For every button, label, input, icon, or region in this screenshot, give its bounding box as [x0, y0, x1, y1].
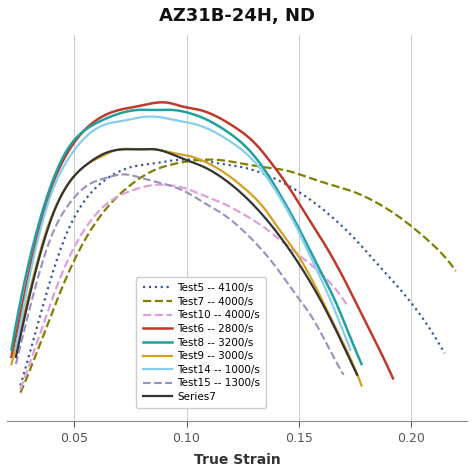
- Test5 -- 4100/s: [69, 220, 74, 226]
- Test7 -- 4000/s: [70, 261, 76, 266]
- Test14 -- 1000/s: [53, 179, 59, 184]
- Series7: [262, 215, 268, 220]
- Test14 -- 1000/s: [255, 163, 261, 169]
- Test9 -- 3000/s: [230, 176, 236, 182]
- Test10 -- 4000/s: [256, 221, 262, 227]
- Line: Test5 -- 4100/s: Test5 -- 4100/s: [20, 159, 445, 385]
- Test15 -- 1300/s: [53, 224, 58, 230]
- Legend: Test5 -- 4100/s, Test7 -- 4000/s, Test10 -- 4000/s, Test6 -- 2800/s, Test8 -- 32: Test5 -- 4100/s, Test7 -- 4000/s, Test10…: [137, 277, 266, 409]
- Test9 -- 3000/s: [359, 383, 365, 388]
- Test6 -- 2800/s: [250, 138, 255, 144]
- Test6 -- 2800/s: [133, 104, 138, 109]
- Test15 -- 1300/s: [252, 239, 258, 245]
- Line: Series7: Series7: [16, 149, 357, 375]
- Line: Test15 -- 1300/s: Test15 -- 1300/s: [16, 174, 344, 375]
- Series7: [147, 146, 153, 152]
- Series7: [228, 182, 234, 188]
- Test7 -- 4000/s: [190, 158, 196, 164]
- Test14 -- 1000/s: [347, 347, 353, 353]
- Test10 -- 4000/s: [225, 202, 230, 208]
- Series7: [354, 372, 360, 378]
- Test10 -- 4000/s: [18, 386, 23, 392]
- Test8 -- 3200/s: [230, 133, 236, 138]
- Test5 -- 4100/s: [285, 183, 291, 189]
- Test7 -- 4000/s: [333, 183, 338, 189]
- Test10 -- 4000/s: [157, 182, 163, 188]
- Test6 -- 2800/s: [9, 354, 14, 360]
- Test5 -- 4100/s: [156, 160, 162, 165]
- Test5 -- 4100/s: [183, 156, 189, 162]
- Test8 -- 3200/s: [262, 168, 268, 173]
- Test14 -- 1000/s: [257, 165, 263, 171]
- Test8 -- 3200/s: [123, 109, 128, 115]
- Test8 -- 3200/s: [51, 176, 56, 182]
- Test8 -- 3200/s: [359, 361, 365, 367]
- Series7: [13, 354, 19, 360]
- Test6 -- 2800/s: [161, 100, 166, 105]
- Test10 -- 4000/s: [57, 276, 63, 282]
- Test8 -- 3200/s: [147, 107, 153, 113]
- Test5 -- 4100/s: [325, 210, 330, 216]
- Test7 -- 4000/s: [159, 164, 165, 170]
- Test7 -- 4000/s: [453, 268, 459, 274]
- Line: Test9 -- 3000/s: Test9 -- 3000/s: [11, 149, 362, 385]
- Test9 -- 3000/s: [124, 146, 129, 152]
- Test5 -- 4100/s: [18, 383, 23, 388]
- Test8 -- 3200/s: [164, 107, 170, 113]
- Test14 -- 1000/s: [224, 137, 230, 142]
- Test8 -- 3200/s: [9, 347, 14, 353]
- Test14 -- 1000/s: [148, 114, 154, 119]
- Test15 -- 1300/s: [220, 211, 226, 217]
- Test7 -- 4000/s: [335, 184, 341, 190]
- Line: Test6 -- 2800/s: Test6 -- 2800/s: [11, 102, 393, 378]
- Series7: [124, 146, 130, 152]
- Test6 -- 2800/s: [390, 375, 396, 381]
- Test7 -- 4000/s: [292, 170, 298, 176]
- Test9 -- 3000/s: [51, 209, 56, 215]
- Test7 -- 4000/s: [18, 390, 23, 395]
- Test6 -- 2800/s: [285, 183, 291, 189]
- X-axis label: True Strain: True Strain: [193, 453, 281, 467]
- Test5 -- 4100/s: [187, 157, 192, 163]
- Line: Test7 -- 4000/s: Test7 -- 4000/s: [20, 160, 456, 392]
- Test6 -- 2800/s: [55, 170, 60, 175]
- Test7 -- 4000/s: [206, 157, 212, 163]
- Line: Test14 -- 1000/s: Test14 -- 1000/s: [16, 117, 350, 350]
- Series7: [149, 146, 155, 152]
- Test15 -- 1300/s: [250, 238, 256, 244]
- Test5 -- 4100/s: [327, 212, 333, 218]
- Test14 -- 1000/s: [122, 118, 128, 123]
- Test15 -- 1300/s: [341, 372, 346, 378]
- Line: Test10 -- 4000/s: Test10 -- 4000/s: [20, 185, 348, 389]
- Test9 -- 3000/s: [264, 209, 270, 215]
- Test15 -- 1300/s: [144, 176, 149, 182]
- Test10 -- 4000/s: [124, 190, 130, 195]
- Test8 -- 3200/s: [264, 170, 270, 176]
- Line: Test8 -- 3200/s: Test8 -- 3200/s: [11, 110, 362, 364]
- Test6 -- 2800/s: [160, 100, 165, 105]
- Test15 -- 1300/s: [121, 172, 127, 177]
- Test9 -- 3000/s: [9, 361, 14, 367]
- Test5 -- 4100/s: [442, 350, 447, 356]
- Test9 -- 3000/s: [123, 146, 128, 152]
- Series7: [260, 213, 266, 219]
- Test10 -- 4000/s: [255, 220, 261, 226]
- Series7: [54, 202, 60, 208]
- Test6 -- 2800/s: [287, 186, 292, 191]
- Test10 -- 4000/s: [345, 304, 351, 310]
- Test15 -- 1300/s: [120, 172, 126, 177]
- Test14 -- 1000/s: [13, 347, 19, 353]
- Test9 -- 3000/s: [148, 146, 154, 152]
- Test10 -- 4000/s: [147, 182, 153, 188]
- Test14 -- 1000/s: [146, 114, 151, 119]
- Test15 -- 1300/s: [13, 361, 19, 367]
- Test9 -- 3000/s: [262, 207, 268, 212]
- Title: AZ31B-24H, ND: AZ31B-24H, ND: [159, 7, 315, 25]
